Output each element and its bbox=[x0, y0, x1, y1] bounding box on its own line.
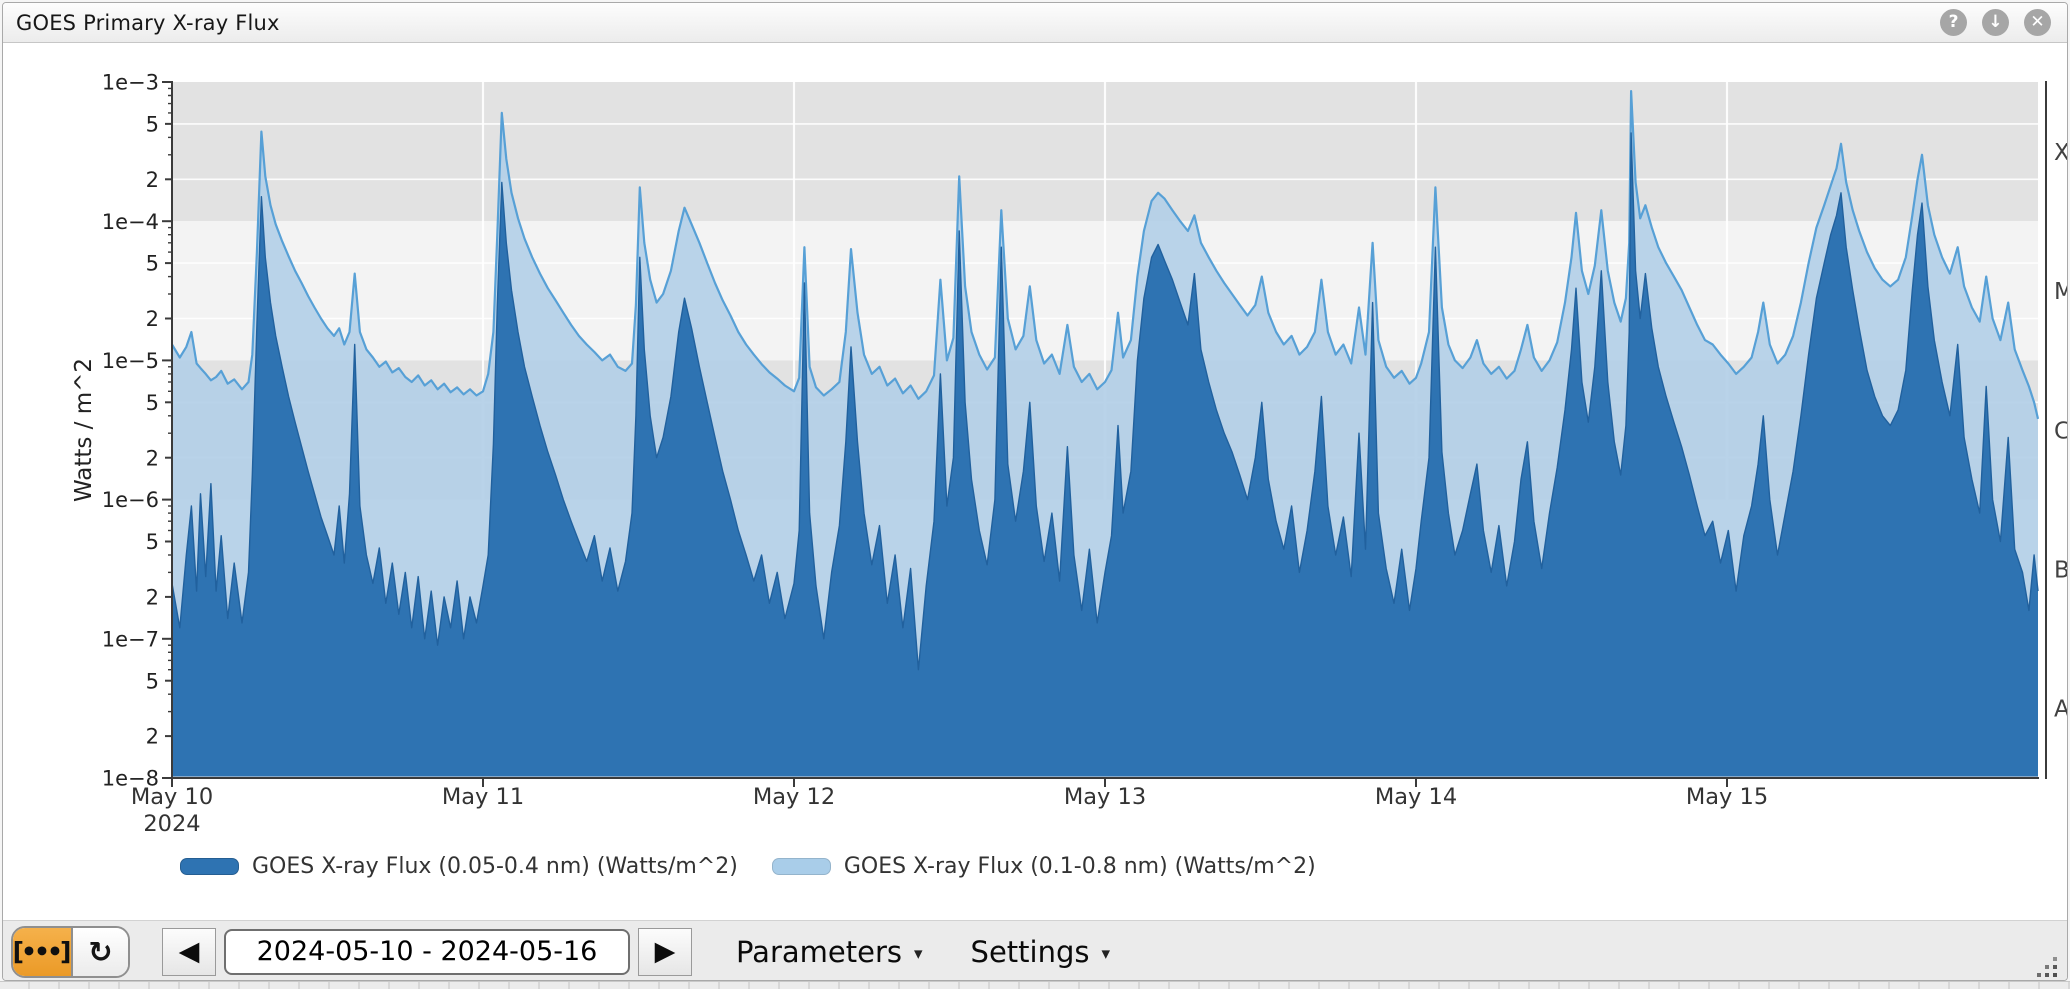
next-panel-edge bbox=[0, 981, 2070, 989]
svg-text:2: 2 bbox=[146, 168, 159, 192]
svg-text:1e−6: 1e−6 bbox=[102, 488, 159, 512]
interval-control: [•••] ↻ bbox=[11, 925, 130, 978]
close-icon[interactable]: ✕ bbox=[2024, 9, 2051, 36]
window-title: GOES Primary X-ray Flux bbox=[16, 10, 280, 35]
svg-text:May 15: May 15 bbox=[1686, 784, 1768, 810]
legend-item-short-channel[interactable]: GOES X-ray Flux (0.05-0.4 nm) (Watts/m^2… bbox=[180, 854, 738, 879]
svg-text:2024: 2024 bbox=[143, 811, 200, 837]
svg-text:2: 2 bbox=[146, 585, 159, 609]
chevron-down-icon: ▾ bbox=[1101, 943, 1111, 964]
svg-text:1e−3: 1e−3 bbox=[102, 71, 159, 95]
short-channel-area bbox=[172, 133, 2038, 777]
class-label-X: X bbox=[2054, 140, 2068, 166]
chevron-down-icon: ▾ bbox=[914, 943, 923, 964]
svg-text:2: 2 bbox=[146, 307, 159, 331]
chart-legend: GOES X-ray Flux (0.05-0.4 nm) (Watts/m^2… bbox=[180, 854, 1316, 879]
refresh-icon[interactable]: ↻ bbox=[73, 927, 128, 976]
svg-text:5: 5 bbox=[146, 112, 159, 136]
parameters-dropdown[interactable]: Parameters ▾ bbox=[736, 934, 923, 969]
svg-text:May 14: May 14 bbox=[1375, 784, 1457, 810]
date-range-input[interactable]: 2024-05-10 - 2024-05-16 bbox=[224, 928, 630, 975]
resize-grip[interactable] bbox=[2053, 973, 2057, 977]
svg-text:May 13: May 13 bbox=[1064, 784, 1146, 810]
svg-text:5: 5 bbox=[146, 252, 159, 276]
chart-toolbar: [•••] ↻ ◀ 2024-05-10 - 2024-05-16 ▶ Para… bbox=[3, 920, 2067, 980]
help-icon[interactable]: ? bbox=[1940, 9, 1967, 36]
class-label-A: A bbox=[2054, 697, 2068, 723]
y-axis-title: Watts / m^2 bbox=[71, 358, 97, 502]
svg-text:May 10: May 10 bbox=[131, 784, 213, 810]
next-interval-button[interactable]: ▶ bbox=[638, 927, 692, 976]
svg-text:1e−4: 1e−4 bbox=[102, 210, 159, 234]
svg-text:5: 5 bbox=[146, 669, 159, 693]
svg-text:1e−8: 1e−8 bbox=[102, 767, 159, 791]
svg-text:May 11: May 11 bbox=[442, 784, 524, 810]
titlebar-icons: ? ↓ ✕ bbox=[1940, 9, 2051, 36]
legend-label: GOES X-ray Flux (0.1-0.8 nm) (Watts/m^2) bbox=[843, 854, 1316, 879]
svg-text:5: 5 bbox=[146, 530, 159, 554]
download-icon[interactable]: ↓ bbox=[1982, 9, 2009, 36]
svg-text:May 12: May 12 bbox=[753, 784, 835, 810]
legend-label: GOES X-ray Flux (0.05-0.4 nm) (Watts/m^2… bbox=[252, 854, 738, 879]
window-titlebar: GOES Primary X-ray Flux ? ↓ ✕ bbox=[3, 3, 2067, 43]
previous-interval-button[interactable]: ◀ bbox=[162, 927, 216, 976]
settings-dropdown[interactable]: Settings ▾ bbox=[970, 934, 1111, 969]
svg-text:1e−5: 1e−5 bbox=[102, 349, 159, 373]
short-channel-swatch bbox=[180, 858, 239, 875]
svg-text:2: 2 bbox=[146, 725, 159, 749]
class-label-B: B bbox=[2054, 557, 2068, 583]
interval-select-button[interactable]: [•••] bbox=[13, 927, 73, 976]
long-channel-swatch bbox=[771, 858, 831, 875]
svg-text:2: 2 bbox=[146, 446, 159, 470]
legend-item-long-channel[interactable]: GOES X-ray Flux (0.1-0.8 nm) (Watts/m^2) bbox=[771, 854, 1316, 879]
svg-text:1e−7: 1e−7 bbox=[102, 627, 159, 651]
svg-text:5: 5 bbox=[146, 391, 159, 415]
class-label-M: M bbox=[2054, 279, 2068, 305]
class-label-C: C bbox=[2054, 418, 2068, 444]
